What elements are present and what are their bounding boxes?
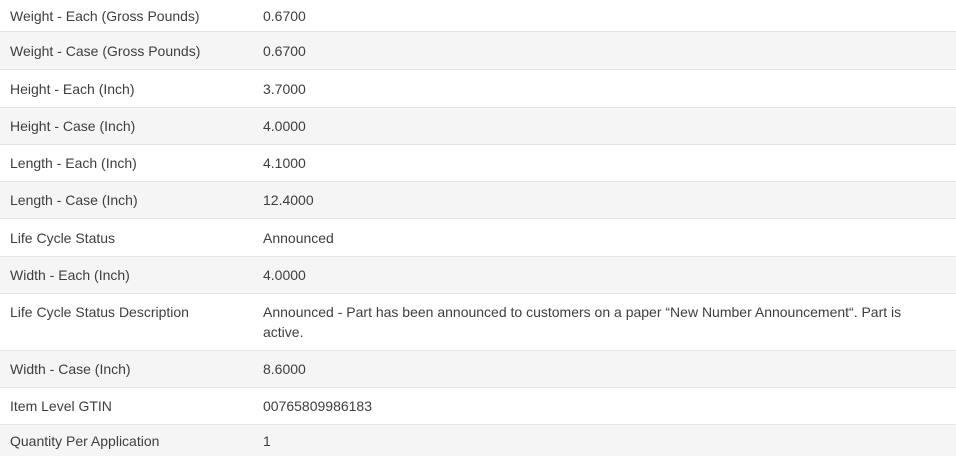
spec-value: Announced xyxy=(263,229,334,246)
spec-label: Width - Case (Inch) xyxy=(10,361,131,377)
spec-value: 4.0000 xyxy=(263,267,306,283)
spec-value: 0.6700 xyxy=(263,7,306,24)
spec-value: 8.6000 xyxy=(263,361,306,377)
spec-label: Height - Case (Inch) xyxy=(10,118,136,134)
spec-label: Item Level GTIN xyxy=(10,398,112,414)
spec-label: Length - Case (Inch) xyxy=(10,192,138,208)
spec-row-height-each: Height - Each (Inch) 3.7000 xyxy=(0,69,956,107)
spec-value: 3.7000 xyxy=(263,80,306,97)
spec-label: Width - Each (Inch) xyxy=(10,267,130,283)
spec-value: 0.6700 xyxy=(263,42,306,59)
spec-value: 00765809986183 xyxy=(263,398,373,414)
spec-row-quantity-per-application: Quantity Per Application 1 xyxy=(0,424,956,456)
spec-row-width-each: Width - Each (Inch) 4.0000 xyxy=(0,256,956,293)
spec-label: Length - Each (Inch) xyxy=(10,155,137,171)
spec-label: Height - Each (Inch) xyxy=(10,80,135,97)
spec-value: 4.0000 xyxy=(263,118,306,134)
spec-value: 12.4000 xyxy=(263,192,314,208)
spec-row-length-case: Length - Case (Inch) 12.4000 xyxy=(0,181,956,218)
spec-row-item-level-gtin: Item Level GTIN 00765809986183 xyxy=(0,387,956,424)
spec-value: 1 xyxy=(263,432,271,449)
spec-label: Weight - Case (Gross Pounds) xyxy=(10,42,201,59)
spec-row-height-case: Height - Case (Inch) 4.0000 xyxy=(0,107,956,144)
spec-row-life-cycle-status: Life Cycle Status Announced xyxy=(0,218,956,256)
spec-row-width-case: Width - Case (Inch) 8.6000 xyxy=(0,350,956,387)
spec-label: Life Cycle Status Description xyxy=(10,304,189,320)
spec-label: Life Cycle Status xyxy=(10,229,116,246)
spec-row-life-cycle-status-description: Life Cycle Status Description Announced … xyxy=(0,293,956,350)
spec-value: Announced - Part has been announced to c… xyxy=(263,304,902,340)
spec-row-weight-case: Weight - Case (Gross Pounds) 0.6700 xyxy=(0,31,956,69)
spec-row-length-each: Length - Each (Inch) 4.1000 xyxy=(0,144,956,181)
spec-row-weight-each: Weight - Each (Gross Pounds) 0.6700 xyxy=(0,0,956,31)
spec-value: 4.1000 xyxy=(263,155,306,171)
spec-label: Quantity Per Application xyxy=(10,432,160,449)
spec-label: Weight - Each (Gross Pounds) xyxy=(10,7,200,24)
